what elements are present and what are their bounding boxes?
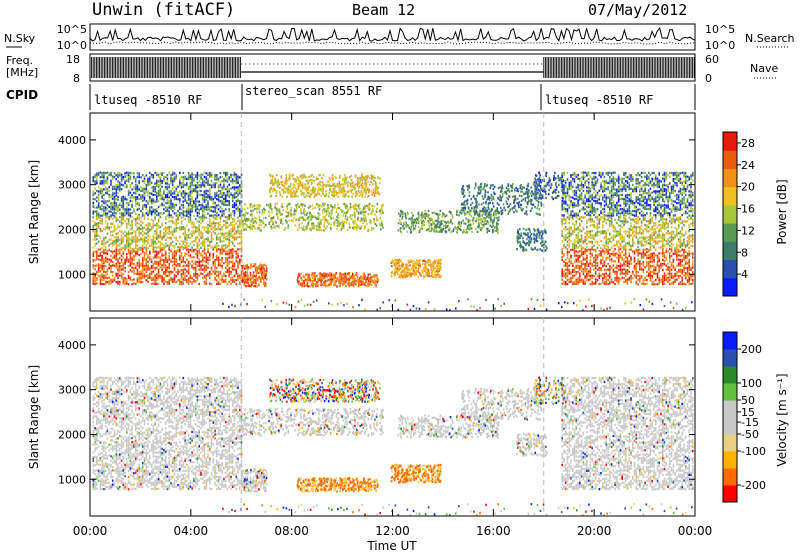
colorbar-segment [723, 400, 737, 418]
colorbar-segment [723, 132, 737, 151]
time-tick-label: 08:00 [274, 524, 309, 538]
range-tick-label: 2000 [58, 428, 86, 441]
colorbar-tick-label: -15 [741, 416, 759, 429]
time-tick-label: 16:00 [476, 524, 511, 538]
time-axis-label: Time UT [366, 539, 417, 553]
cpid-segment-3: ltuseq -8510 RF [545, 93, 653, 107]
range-tick-label: 4000 [58, 339, 86, 352]
colorbar-tick-label: 4 [741, 268, 748, 281]
freq-right-tick-bottom: 0 [705, 72, 712, 85]
power-panel: 1000 2000 3000 4000 Slant Range [km] 4 8 12 16… [27, 112, 789, 312]
range-tick-label: 4000 [58, 134, 86, 147]
colorbar-segment [723, 485, 737, 503]
colorbar-segment [723, 451, 737, 469]
cpid-segment-2: stereo_scan 8551 RF [245, 84, 382, 98]
freq-right-tick-top: 60 [705, 53, 719, 66]
velocity-panel: 1000 2000 3000 4000 Slant Range [km] -200 -1… [27, 317, 789, 517]
colorbar-segment [723, 259, 737, 279]
power-cells [92, 248, 694, 310]
time-tick-label: 12:00 [375, 524, 410, 538]
colorbar-tick-label: 20 [741, 181, 755, 194]
range-tick-label: 3000 [58, 384, 86, 397]
noise-right-tick-bottom: 10^0 [705, 39, 735, 52]
colorbar-tick-label: 28 [741, 137, 755, 150]
velocity-cells [92, 376, 694, 517]
power-ylabel: Slant Range [km] [27, 160, 41, 264]
noise-left-tick-bottom: 10^0 [57, 39, 87, 52]
colorbar-segment [723, 383, 737, 401]
colorbar-frame [722, 131, 738, 297]
velocity-scatter [92, 376, 694, 517]
colorbar-tick-label: 8 [741, 246, 748, 259]
freq-left-tick-top: 18 [66, 53, 80, 66]
power-cells [92, 171, 694, 310]
colorbar-segment [723, 366, 737, 384]
range-tick-label: 1000 [58, 473, 86, 486]
colorbar-tick-label: 16 [741, 203, 755, 216]
noise-left-tick-top: 10^5 [57, 23, 87, 36]
colorbar-segment [723, 349, 737, 367]
time-tick-label: 00:00 [73, 524, 108, 538]
colorbar-segment [723, 204, 737, 224]
noise-search-trace [89, 41, 696, 45]
station-title: Unwin (fitACF) [92, 0, 235, 20]
freq-sweep-trace [89, 57, 695, 78]
freq-label-line1: Freq. [6, 54, 33, 67]
beam-title: Beam 12 [352, 1, 415, 19]
cpid-label: CPID [6, 88, 38, 102]
colorbar-segment [723, 168, 737, 188]
range-tick-label: 3000 [58, 179, 86, 192]
colorbar-tick-label: -50 [741, 428, 759, 441]
colorbar-segment [723, 241, 737, 261]
power-cells [92, 173, 692, 311]
colorbar-segment [723, 186, 737, 206]
noise-panel: N.Sky 10^5 10^0 10^5 10^0 N.Search [4, 23, 795, 52]
noise-sky-trace [89, 26, 696, 43]
colorbar-tick-label: -200 [741, 479, 766, 492]
colorbar-segment [723, 277, 737, 297]
time-tick-label: 20:00 [577, 524, 612, 538]
velocity-cells [92, 376, 692, 516]
velocity-cells [94, 376, 694, 517]
colorbar-tick-label: 100 [741, 377, 762, 390]
noise-right-tick-top: 10^5 [705, 23, 735, 36]
range-tick-label: 2000 [58, 223, 86, 236]
colorbar-tick-label: 200 [741, 343, 762, 356]
colorbar-segment [723, 417, 737, 435]
colorbar-tick-label: 50 [741, 394, 755, 407]
time-tick-label: 00:00 [678, 524, 713, 538]
colorbar-frame [722, 331, 738, 503]
colorbar-tick-label: -100 [741, 445, 766, 458]
colorbar-segment [723, 434, 737, 452]
time-axis: 00:00 04:00 08:00 12:00 16:00 20:00 00:00 [73, 113, 713, 538]
velocity-colorbar-label: Velocity [m s⁻¹] [775, 373, 789, 466]
freq-panel: Freq. [MHz] 18 8 60 0 Nave [6, 53, 778, 85]
freq-label-line2: [MHz] [6, 66, 38, 79]
colorbar-tick-label: 12 [741, 224, 755, 237]
time-tick-label: 04:00 [174, 524, 209, 538]
date-title: 07/May/2012 [588, 1, 687, 19]
colorbar-segment [723, 150, 737, 169]
range-tick-label: 1000 [58, 268, 86, 281]
freq-left-tick-bottom: 8 [73, 72, 80, 85]
cpid-segment-1: ltuseq -8510 RF [94, 93, 202, 107]
noise-right-label: N.Search [745, 32, 795, 45]
colorbar-tick-label: 24 [741, 159, 755, 172]
power-colorbar-label: Power [dB] [775, 179, 789, 244]
colorbar-tick-label: 15 [741, 406, 755, 419]
noise-left-label: N.Sky [4, 32, 36, 45]
nave-label: Nave [750, 62, 778, 75]
power-scatter [92, 171, 694, 312]
colorbar-segment [723, 223, 737, 242]
cpid-panel: CPID ltuseq -8510 RF stereo_scan 8551 RF… [6, 84, 696, 110]
velocity-ylabel: Slant Range [km] [27, 365, 41, 469]
colorbar-segment [723, 332, 737, 350]
colorbar-segment [723, 468, 737, 486]
